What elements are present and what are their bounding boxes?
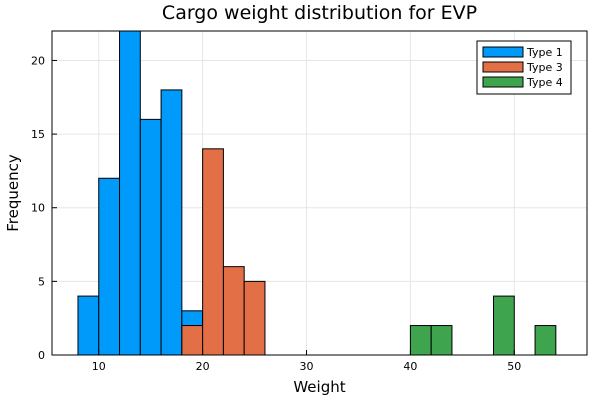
x-axis-label: Weight bbox=[293, 378, 345, 396]
bar bbox=[98, 177, 121, 356]
y-tick-label: 0 bbox=[38, 349, 45, 362]
x-tick-label: 20 bbox=[196, 360, 210, 373]
y-tick-label: 10 bbox=[31, 202, 45, 215]
series-2 bbox=[181, 148, 266, 356]
legend-label: Type 3 bbox=[526, 61, 563, 74]
series-1 bbox=[77, 30, 204, 356]
legend-swatch bbox=[482, 46, 524, 58]
legend-swatch bbox=[482, 76, 524, 88]
y-axis-label: Frequency bbox=[4, 154, 22, 232]
series-3 bbox=[409, 295, 557, 356]
plot-frame bbox=[51, 30, 588, 356]
bar bbox=[160, 89, 183, 356]
bars bbox=[77, 30, 557, 356]
bar bbox=[409, 325, 432, 356]
bar bbox=[430, 325, 453, 356]
legend-label: Type 1 bbox=[526, 46, 563, 59]
bar bbox=[493, 295, 515, 356]
bar bbox=[202, 148, 224, 356]
bar bbox=[181, 325, 204, 356]
bar bbox=[139, 118, 162, 356]
y-tick-label: 20 bbox=[31, 54, 45, 67]
x-tick-label: 40 bbox=[403, 360, 417, 373]
x-tick-label: 10 bbox=[92, 360, 106, 373]
bar bbox=[243, 280, 266, 356]
chart-title: Cargo weight distribution for EVP bbox=[162, 2, 477, 24]
y-axis: 0 5 10 15 20 bbox=[31, 54, 57, 362]
bar bbox=[222, 266, 245, 356]
legend-label: Type 4 bbox=[526, 76, 563, 89]
x-axis: 10 20 30 40 50 bbox=[92, 350, 521, 373]
y-tick-label: 15 bbox=[31, 128, 45, 141]
bar bbox=[534, 325, 557, 356]
x-tick-label: 50 bbox=[507, 360, 521, 373]
x-tick-label: 30 bbox=[300, 360, 314, 373]
bar bbox=[119, 30, 141, 356]
legend: Type 1 Type 3 Type 4 bbox=[476, 40, 572, 95]
legend-swatch bbox=[482, 61, 524, 73]
bar bbox=[77, 295, 100, 356]
y-tick-label: 5 bbox=[38, 275, 45, 288]
